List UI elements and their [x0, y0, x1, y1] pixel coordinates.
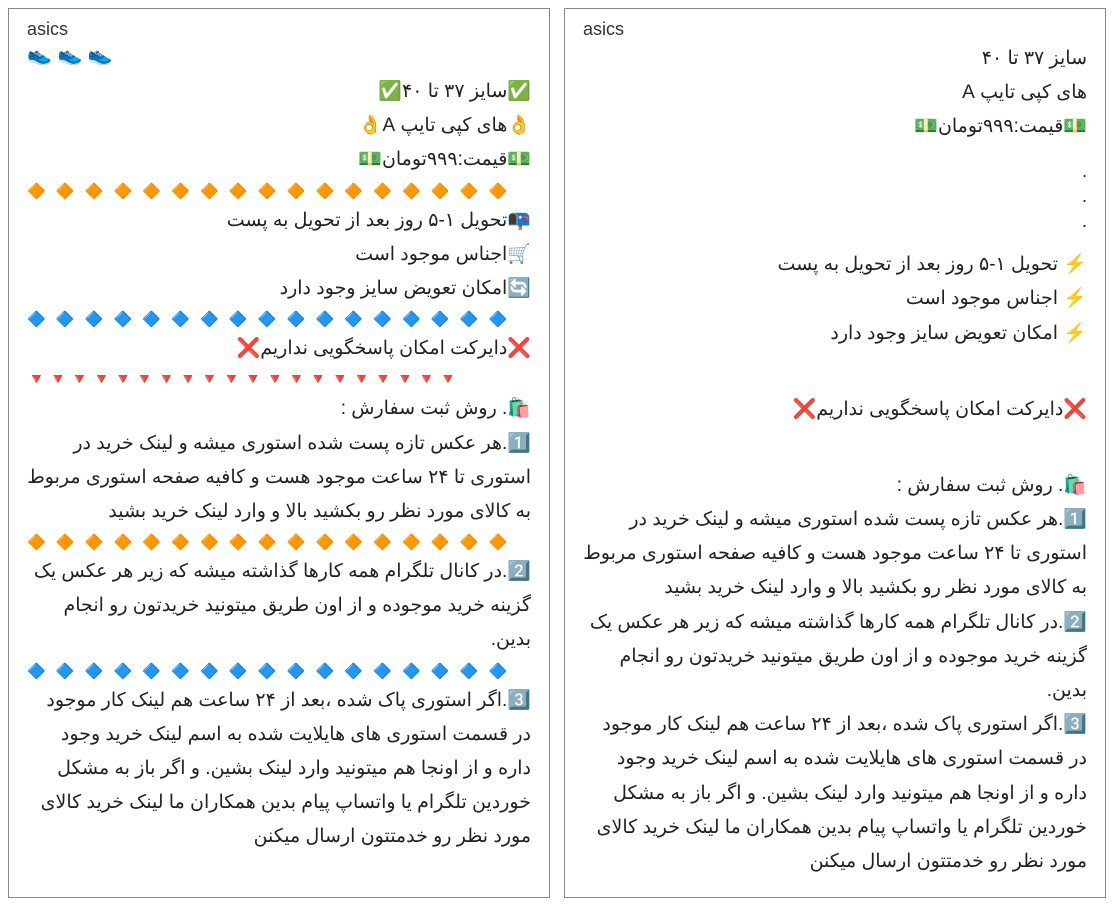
- step-2: 2️⃣.در کانال تلگرام همه کارها گذاشته میش…: [27, 555, 531, 658]
- delivery-line: ⚡ تحویل ۱-۵ روز بعد از تحویل به پست: [583, 248, 1087, 282]
- dot-spacer: .: [583, 184, 1087, 209]
- divider-blue-1: 🔷 🔷 🔷 🔷 🔷 🔷 🔷 🔷 🔷 🔷 🔷 🔷 🔷 🔷 🔷 🔷 🔷: [27, 310, 531, 328]
- step-3: 3️⃣.اگر استوری پاک شده ،بعد از ۲۴ ساعت ه…: [583, 708, 1087, 879]
- step-3: 3️⃣.اگر استوری پاک شده ،بعد از ۲۴ ساعت ه…: [27, 684, 531, 855]
- brand-label: asics: [27, 19, 531, 40]
- stock-line: ⚡ اجناس موجود است: [583, 282, 1087, 316]
- divider-blue-2: 🔷 🔷 🔷 🔷 🔷 🔷 🔷 🔷 🔷 🔷 🔷 🔷 🔷 🔷 🔷 🔷 🔷: [27, 662, 531, 680]
- divider-orange-1: 🔶 🔶 🔶 🔶 🔶 🔶 🔶 🔶 🔶 🔶 🔶 🔶 🔶 🔶 🔶 🔶 🔶: [27, 182, 531, 200]
- size-line: ✅سایز ۳۷ تا ۴۰✅: [27, 75, 531, 109]
- price-line: 💵قیمت:۹۹۹تومان💵: [583, 110, 1087, 144]
- order-title: 🛍️. روش ثبت سفارش :: [27, 392, 531, 426]
- brand-label: asics: [583, 19, 1087, 40]
- type-line: 👌های کپی تایپ A👌: [27, 109, 531, 143]
- divider-red: 🔻🔻🔻🔻🔻🔻🔻🔻🔻🔻🔻🔻🔻🔻🔻🔻🔻🔻🔻🔻: [27, 370, 531, 388]
- no-direct-line: ❌دایرکت امکان پاسخگویی نداریم❌: [27, 332, 531, 366]
- order-title: 🛍️. روش ثبت سفارش :: [583, 469, 1087, 503]
- size-line: سایز ۳۷ تا ۴۰: [583, 42, 1087, 76]
- step-1: 1️⃣.هر عکس تازه پست شده استوری میشه و لی…: [27, 427, 531, 530]
- two-panel-layout: asics 👟 👟 👟 ✅سایز ۳۷ تا ۴۰✅ 👌های کپی تای…: [8, 8, 1106, 898]
- shoe-icon-row: 👟 👟 👟: [27, 42, 531, 67]
- dot-spacer: .: [583, 209, 1087, 234]
- divider-orange-2: 🔶 🔶 🔶 🔶 🔶 🔶 🔶 🔶 🔶 🔶 🔶 🔶 🔶 🔶 🔶 🔶 🔶: [27, 533, 531, 551]
- price-line: 💵قیمت:۹۹۹تومان💵: [27, 143, 531, 177]
- exchange-line: 🔄امکان تعویض سایز وجود دارد: [27, 272, 531, 306]
- left-panel: asics 👟 👟 👟 ✅سایز ۳۷ تا ۴۰✅ 👌های کپی تای…: [8, 8, 550, 898]
- type-line: های کپی تایپ A: [583, 76, 1087, 110]
- right-panel: asics سایز ۳۷ تا ۴۰ های کپی تایپ A 💵قیمت…: [564, 8, 1106, 898]
- dot-spacer: .: [583, 159, 1087, 184]
- step-2: 2️⃣.در کانال تلگرام همه کارها گذاشته میش…: [583, 606, 1087, 709]
- delivery-line: 📭تحویل ۱-۵ روز بعد از تحویل به پست: [27, 204, 531, 238]
- exchange-line: ⚡ امکان تعویض سایز وجود دارد: [583, 317, 1087, 351]
- stock-line: 🛒اجناس موجود است: [27, 238, 531, 272]
- no-direct-line: ❌دایرکت امکان پاسخگویی نداریم❌: [583, 393, 1087, 427]
- step-1: 1️⃣.هر عکس تازه پست شده استوری میشه و لی…: [583, 503, 1087, 606]
